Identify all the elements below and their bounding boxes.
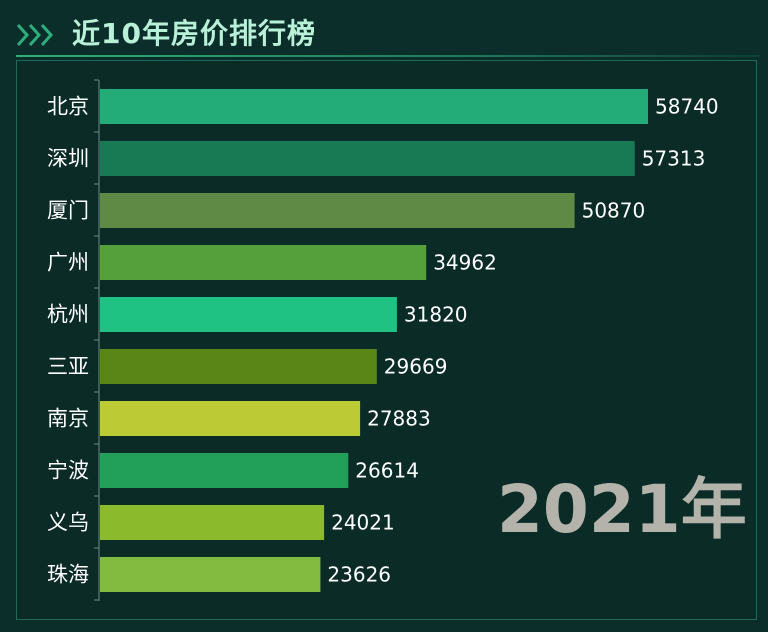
value-label: 29669	[384, 355, 448, 379]
category-label: 三亚	[47, 355, 89, 379]
category-label: 北京	[47, 95, 89, 119]
bar-8	[100, 505, 325, 540]
chevron-triple-right-icon	[16, 23, 54, 47]
value-label: 58740	[655, 95, 719, 119]
category-label: 厦门	[47, 199, 89, 223]
chart-title: 近10年房价排行榜	[72, 17, 316, 50]
category-label: 深圳	[47, 147, 89, 171]
category-label: 杭州	[47, 303, 89, 327]
category-label: 宁波	[47, 459, 89, 483]
category-label: 珠海	[47, 563, 89, 587]
value-label: 24021	[331, 511, 395, 535]
category-label: 广州	[47, 251, 89, 275]
header-divider	[16, 55, 760, 57]
value-label: 26614	[355, 459, 419, 483]
bar-7	[100, 453, 349, 488]
value-label: 31820	[404, 303, 468, 327]
value-label: 34962	[433, 251, 497, 275]
bar-2	[100, 193, 575, 228]
bar-3	[100, 245, 427, 280]
bar-6	[100, 401, 361, 436]
value-label: 23626	[327, 563, 391, 587]
year-annotation: 2021年	[497, 471, 747, 548]
bar-5	[100, 349, 377, 384]
category-label: 南京	[47, 407, 89, 431]
bar-4	[100, 297, 397, 332]
value-label: 50870	[582, 199, 646, 223]
value-label: 57313	[642, 147, 706, 171]
bar-1	[100, 141, 635, 176]
value-label: 27883	[367, 407, 431, 431]
bar-9	[100, 557, 321, 592]
category-label: 义乌	[47, 511, 89, 535]
bar-0	[100, 89, 648, 124]
header: 近10年房价排行榜	[0, 0, 768, 60]
